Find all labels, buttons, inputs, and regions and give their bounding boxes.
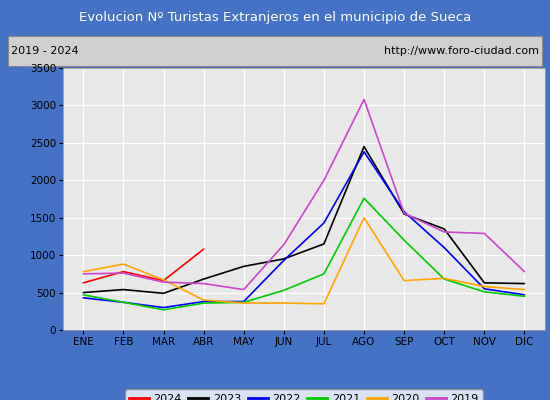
- Text: 2019 - 2024: 2019 - 2024: [11, 46, 79, 56]
- Legend: 2024, 2023, 2022, 2021, 2020, 2019: 2024, 2023, 2022, 2021, 2020, 2019: [124, 389, 483, 400]
- Text: http://www.foro-ciudad.com: http://www.foro-ciudad.com: [384, 46, 539, 56]
- Text: Evolucion Nº Turistas Extranjeros en el municipio de Sueca: Evolucion Nº Turistas Extranjeros en el …: [79, 12, 471, 24]
